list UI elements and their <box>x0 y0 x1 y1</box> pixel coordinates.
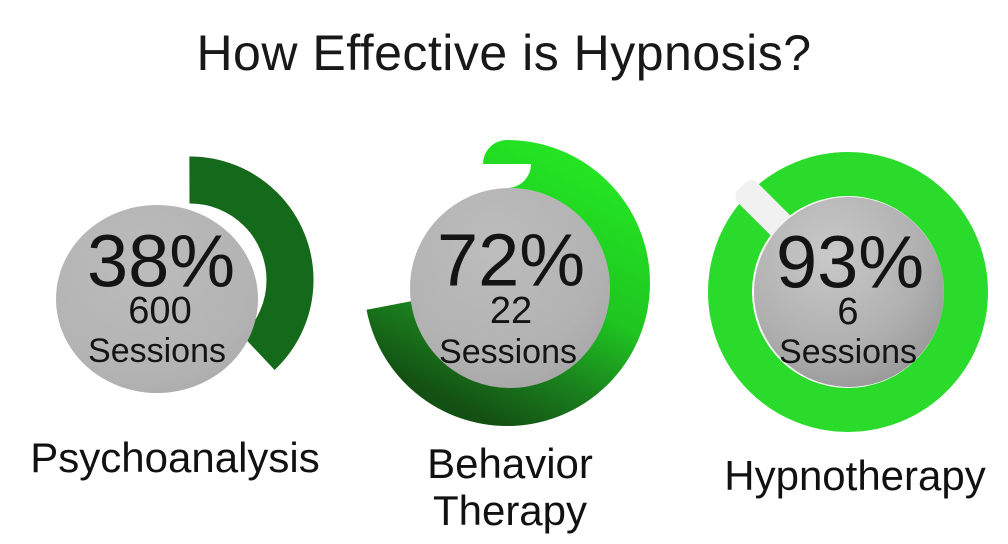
gauge-arc <box>708 152 988 432</box>
sessions-label: Sessions <box>88 332 226 370</box>
percent-value: 93% <box>776 221 924 304</box>
sessions-count: 600 <box>128 290 191 332</box>
gauge-psychoanalysis: 38% 600 Sessions Psychoanalysis <box>15 130 335 544</box>
percent-value: 72% <box>437 219 585 302</box>
gauge-chart: 72% 22 Sessions <box>364 140 650 426</box>
sessions-label: Sessions <box>439 333 577 371</box>
gauge-label-line: Behavior <box>427 440 593 487</box>
gauge-label-line: Psychoanalysis <box>30 434 320 481</box>
gauge-behavior-therapy: 72% 22 Sessions Behavior Therapy <box>340 128 680 544</box>
gauge-label: Behavior Therapy <box>340 440 680 534</box>
gauge-center <box>410 188 610 388</box>
gauge-label: Psychoanalysis <box>15 434 335 481</box>
percent-value: 38% <box>87 220 235 303</box>
sessions-count: 22 <box>490 290 532 332</box>
gauge-chart: 38% 600 Sessions <box>56 156 314 404</box>
gauge-arc <box>66 156 314 404</box>
gauge-hypnotherapy: 93% 6 Sessions Hypnotherapy <box>700 145 1000 544</box>
gauge-chart: 93% 6 Sessions <box>708 152 988 432</box>
gauge-center <box>754 197 944 387</box>
gauge-label-line: Therapy <box>432 487 588 534</box>
sessions-count: 6 <box>837 291 858 333</box>
page-title: How Effective is Hypnosis? <box>196 25 812 81</box>
gauge-center <box>56 205 258 393</box>
gauge-label-line: Hypnotherapy <box>724 452 986 499</box>
gauge-arc <box>364 140 650 426</box>
sessions-label: Sessions <box>779 333 917 371</box>
gauge-label: Hypnotherapy <box>705 452 1005 499</box>
